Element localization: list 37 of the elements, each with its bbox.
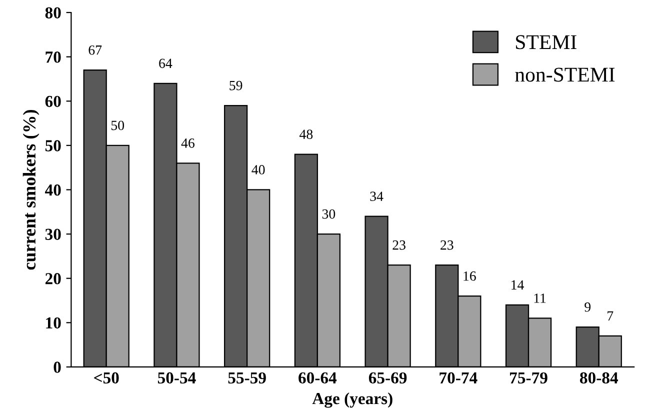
x-axis-title: Age (years) <box>312 392 392 408</box>
data-label: 64 <box>159 58 172 68</box>
x-tick-label: 60-64 <box>298 372 337 384</box>
x-tick-label: 80-84 <box>580 372 618 384</box>
y-tick-label: 10 <box>46 317 61 329</box>
y-tick-label: 0 <box>54 362 61 373</box>
data-label: 59 <box>230 80 242 90</box>
x-tick-label: 50-54 <box>158 372 196 384</box>
x-tick-label: 55-59 <box>228 372 266 384</box>
data-label: 46 <box>181 138 194 148</box>
data-label: 67 <box>88 45 102 55</box>
data-label: 14 <box>512 280 524 290</box>
data-label: 23 <box>440 240 454 250</box>
legend-label: STEMI <box>516 35 576 50</box>
y-axis-title: current smokers (%) <box>22 110 40 270</box>
data-label: 9 <box>584 302 591 312</box>
data-label: 23 <box>392 240 406 250</box>
legend-label: non-STEMI <box>515 68 615 82</box>
y-tick-label: 40 <box>45 184 61 196</box>
y-tick-label: 20 <box>45 273 61 284</box>
data-label: 50 <box>111 120 124 130</box>
y-tick-label: 80 <box>45 7 61 18</box>
y-tick-label: 30 <box>45 228 61 240</box>
y-tick-label: 70 <box>46 52 61 63</box>
x-tick-label: <50 <box>94 372 119 384</box>
data-label: 7 <box>608 311 614 320</box>
data-label: 16 <box>464 271 476 281</box>
x-tick-label: 75-79 <box>510 372 548 384</box>
y-tick-label: 50 <box>45 140 61 152</box>
data-label: 34 <box>370 192 384 201</box>
data-label: 48 <box>300 130 313 139</box>
x-tick-label: 70-74 <box>440 372 478 384</box>
data-label: 30 <box>322 209 336 219</box>
data-label: 11 <box>534 294 546 303</box>
x-tick-label: 65-69 <box>368 372 407 384</box>
y-tick-label: 60 <box>45 96 61 108</box>
data-label: 40 <box>252 165 265 174</box>
